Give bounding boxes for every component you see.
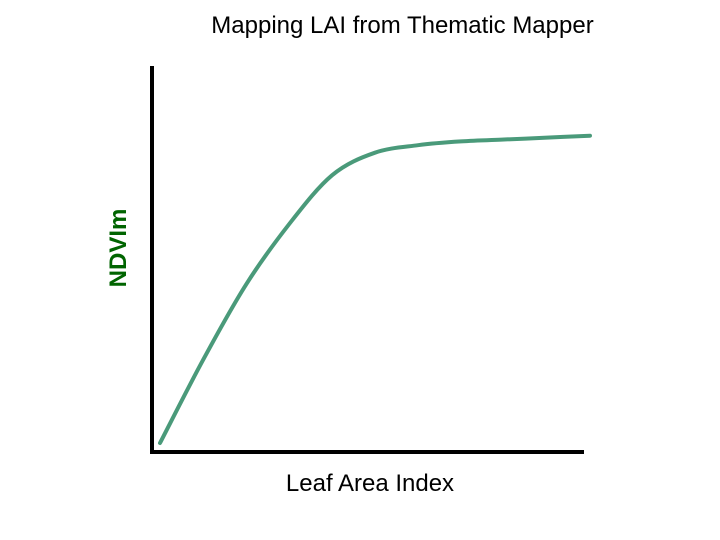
series-layer [158,133,592,445]
chart-title: Mapping LAI from Thematic Mapper [211,12,594,39]
x-axis-label: Leaf Area Index [285,470,455,497]
series-line-0 [158,133,592,445]
chart-title-wrap: Mapping LAI from Thematic Mapper [0,0,720,50]
